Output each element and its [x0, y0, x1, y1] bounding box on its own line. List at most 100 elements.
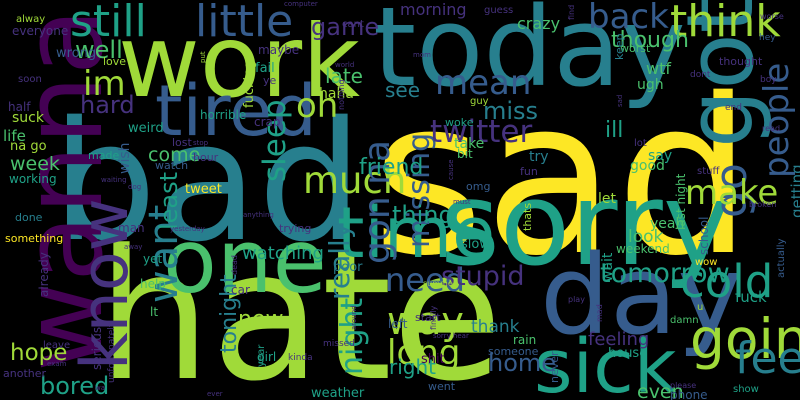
- cloud-word: least: [155, 171, 183, 230]
- cloud-word: let: [598, 191, 616, 207]
- cloud-word: read: [762, 124, 781, 133]
- cloud-word: school: [697, 216, 711, 255]
- cloud-word: week: [10, 153, 60, 175]
- cloud-word: damn: [670, 315, 699, 326]
- cloud-word: hate: [97, 212, 503, 400]
- cloud-word: long: [387, 333, 461, 373]
- cloud-word: morning: [400, 0, 467, 19]
- cloud-word: good: [630, 158, 665, 174]
- cloud-word: getting: [788, 164, 800, 218]
- cloud-word: see: [385, 78, 421, 102]
- cloud-word: make: [685, 173, 779, 213]
- cloud-word: hard: [80, 91, 135, 119]
- cloud-word: oh: [296, 86, 339, 126]
- cloud-word: crazy: [517, 14, 561, 33]
- cloud-word: finally: [429, 305, 438, 330]
- cloud-word: anything: [243, 211, 274, 219]
- cloud-word: game: [311, 13, 380, 41]
- cloud-word: much: [303, 159, 407, 202]
- cloud-word: wow: [695, 257, 718, 268]
- cloud-word: work: [118, 3, 360, 120]
- cloud-word: tomorrow: [600, 258, 730, 289]
- cloud-word: guy: [470, 96, 489, 107]
- cloud-word: unfortunately: [107, 321, 117, 383]
- cloud-word: watching: [242, 243, 324, 264]
- cloud-word: omg: [466, 180, 491, 193]
- cloud-word: still: [70, 0, 147, 47]
- cloud-word: thing: [392, 201, 454, 229]
- cloud-word: one: [163, 210, 327, 313]
- cloud-word: exam: [47, 360, 67, 368]
- cloud-word: hope: [10, 340, 68, 366]
- cloud-word: love: [103, 55, 127, 68]
- cloud-word: wa: [95, 384, 106, 392]
- cloud-word: haha: [319, 86, 354, 102]
- cloud-word: say: [648, 148, 673, 164]
- cloud-word: tweet: [185, 182, 222, 197]
- cloud-word: find: [567, 4, 576, 20]
- cloud-word: little: [195, 0, 294, 47]
- cloud-word: end: [725, 103, 742, 113]
- cloud-word: year: [256, 344, 267, 367]
- cloud-word: ill: [605, 118, 624, 143]
- cloud-word: alway: [16, 14, 46, 25]
- cloud-word: made: [88, 149, 120, 162]
- cloud-word: think: [670, 0, 781, 47]
- cloud-word: working: [9, 172, 57, 186]
- cloud-word: phone: [670, 388, 708, 400]
- cloud-word: keep: [613, 33, 626, 61]
- cloud-word: going: [690, 307, 800, 371]
- cloud-word: thank: [471, 317, 520, 337]
- cloud-word: stuff: [697, 166, 720, 177]
- cloud-word: world: [335, 61, 355, 69]
- cloud-word: worse: [760, 12, 784, 21]
- cloud-word: something: [5, 232, 64, 245]
- cloud-word: miss: [483, 97, 539, 125]
- cloud-word: someone: [488, 345, 539, 358]
- cloud-word: lt: [150, 305, 159, 319]
- cloud-word: cant: [342, 19, 364, 30]
- cloud-word: day: [540, 231, 743, 359]
- cloud-word: waiting: [101, 176, 127, 184]
- cloud-word: weird: [128, 121, 164, 136]
- cloud-word: time: [337, 192, 496, 274]
- cloud-word: thought: [719, 55, 763, 68]
- cloud-word: twitter: [430, 114, 533, 150]
- cloud-word: yesterday: [170, 225, 205, 233]
- cloud-word: horrible: [200, 108, 247, 122]
- cloud-word: around: [350, 305, 358, 330]
- cloud-word: hey: [759, 33, 776, 43]
- cloud-word: worst: [620, 42, 651, 55]
- cloud-word: sorry: [440, 158, 731, 292]
- cloud-word: everyone: [12, 24, 69, 38]
- cloud-word: stop: [193, 139, 209, 147]
- cloud-word: summer: [423, 279, 457, 288]
- cloud-word: well: [75, 36, 123, 64]
- cloud-word: late: [325, 64, 363, 88]
- cloud-word: please: [670, 381, 697, 390]
- cloud-word: missed: [323, 339, 355, 349]
- cloud-word: sad: [616, 94, 624, 107]
- cloud-word: put: [199, 51, 207, 63]
- cloud-word: ye: [263, 74, 277, 87]
- cloud-word: hour: [193, 151, 219, 164]
- cloud-word: yeah: [650, 216, 685, 232]
- cloud-word: poor: [333, 260, 363, 275]
- cloud-word: actually: [776, 238, 787, 279]
- cloud-word: already: [37, 252, 51, 297]
- cloud-word: tired: [155, 70, 317, 152]
- cloud-word: dont: [690, 70, 711, 80]
- cloud-word: another: [3, 367, 47, 380]
- cloud-word: kinda: [288, 353, 313, 363]
- cloud-word: right: [389, 355, 436, 379]
- cloud-word: sick: [534, 324, 677, 400]
- cloud-word: start: [415, 311, 441, 324]
- cloud-word: feeling: [588, 329, 650, 350]
- cloud-word: wtf: [646, 59, 671, 78]
- cloud-word: try: [529, 149, 549, 165]
- cloud-word: ugh: [637, 77, 664, 93]
- cloud-word: seriously: [90, 316, 104, 370]
- cloud-word: trying: [279, 222, 312, 235]
- cloud-word: went: [428, 380, 456, 393]
